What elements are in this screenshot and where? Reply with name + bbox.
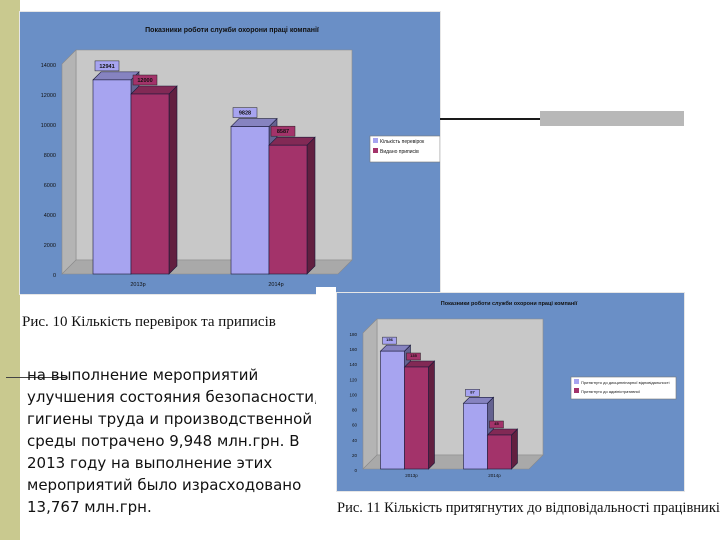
y-tick-label: 100: [349, 392, 357, 397]
bar-top-face: [230, 118, 278, 127]
chart2-side-strip: [316, 287, 336, 522]
y-tick-label: 12000: [41, 93, 56, 99]
legend-label: Кількість перевірок: [380, 139, 425, 145]
y-tick-label: 10000: [41, 123, 56, 129]
bullet-marker: [6, 377, 66, 378]
chart-inspections: Показники роботи служби охорони праці ко…: [20, 12, 440, 294]
chart-side-wall: [61, 49, 77, 275]
y-tick-label: 40: [352, 438, 358, 443]
chart-side-wall: [362, 318, 378, 470]
data-label-box: [489, 420, 504, 429]
bar-2-2013р: [130, 93, 170, 275]
y-tick-label: 14000: [41, 63, 56, 69]
y-tick-label: 0: [354, 468, 357, 473]
legend-swatch: [373, 138, 378, 143]
bar-1-2014р: [463, 402, 488, 470]
data-label-box: [465, 389, 480, 397]
legend-label: Притягнуто до адміністративної: [581, 389, 641, 394]
data-label: 135: [410, 353, 417, 358]
data-label: 156: [386, 337, 393, 342]
left-accent-bar: [0, 0, 20, 540]
bar-top-face: [268, 136, 316, 146]
y-tick-label: 20: [352, 453, 358, 458]
decorative-box: [540, 111, 684, 126]
x-category-label: 2014р: [488, 473, 501, 478]
data-label-box: [132, 74, 158, 86]
x-category-label: 2014р: [268, 282, 283, 288]
bar-2-2014р: [487, 434, 512, 470]
data-label-box: [232, 107, 258, 118]
bar-1-2013р: [92, 79, 132, 275]
bar-1-2013р: [380, 350, 405, 470]
legend-box: [369, 135, 440, 163]
data-label-box: [406, 352, 421, 361]
legend-label: Притягнуто до дисциплінарної відповідаль…: [581, 380, 670, 385]
y-tick-label: 4000: [44, 213, 56, 219]
legend-swatch: [574, 379, 579, 384]
chart-inspections-svg: Показники роботи служби охорони праці ко…: [20, 12, 440, 294]
y-tick-label: 8000: [44, 153, 56, 159]
data-label: 12941: [99, 64, 114, 70]
data-label: 8587: [277, 129, 289, 135]
x-category-label: 2013р: [405, 473, 418, 478]
body-paragraph: на выполнение мероприятий улучшения сост…: [27, 366, 319, 516]
x-category-label: 2013р: [130, 282, 145, 288]
legend-swatch: [373, 148, 378, 153]
legend-box: [570, 376, 677, 400]
y-tick-label: 2000: [44, 243, 56, 249]
y-tick-label: 6000: [44, 183, 56, 189]
data-label: 12000: [137, 78, 152, 84]
chart-responsible-workers-svg: Показники роботи служби охорони праці ко…: [337, 293, 684, 491]
bar-side-face: [428, 360, 435, 470]
bar-side-face: [168, 85, 178, 275]
chart-title: Показники роботи служби охорони праці ко…: [441, 300, 578, 307]
bar-1-2014р: [230, 126, 270, 275]
legend-swatch: [574, 388, 579, 393]
y-tick-label: 0: [53, 273, 56, 279]
bar-top-face: [130, 85, 178, 95]
data-label: 9828: [239, 111, 251, 117]
bar-side-face: [306, 136, 316, 275]
bar-2-2014р: [268, 144, 308, 275]
y-tick-label: 120: [349, 377, 357, 382]
legend-label: Видано приписів: [380, 149, 419, 155]
bar-2-2013р: [404, 366, 429, 470]
figure-11-caption: Рис. 11 Кількість притягнутих до відпові…: [337, 500, 720, 517]
data-label: 45: [494, 421, 499, 426]
data-label-box: [382, 336, 397, 345]
bar-top-face: [92, 71, 140, 81]
data-label-box: [94, 60, 120, 72]
figure-10-caption: Рис. 10 Кількість перевірок та приписів: [22, 314, 276, 331]
y-tick-label: 180: [349, 332, 357, 337]
y-tick-label: 140: [349, 362, 357, 367]
y-tick-label: 160: [349, 347, 357, 352]
y-tick-label: 80: [352, 408, 358, 413]
y-tick-label: 60: [352, 423, 358, 428]
bar-side-face: [511, 428, 518, 470]
chart-title: Показники роботи служби охорони праці ко…: [145, 26, 320, 34]
chart-responsible-workers: Показники роботи служби охорони праці ко…: [337, 293, 684, 491]
data-label: 87: [470, 389, 475, 394]
data-label-box: [270, 125, 296, 137]
